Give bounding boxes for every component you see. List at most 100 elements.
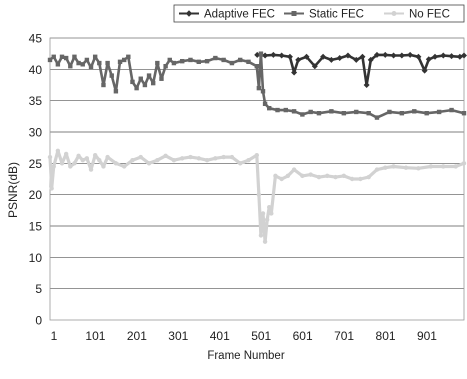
legend-marker xyxy=(391,11,397,16)
data-point xyxy=(76,60,81,66)
data-point xyxy=(63,55,69,61)
data-point xyxy=(130,79,135,85)
data-point xyxy=(47,154,53,160)
data-point xyxy=(92,54,98,59)
data-point xyxy=(341,111,347,116)
data-point xyxy=(105,154,110,160)
data-point xyxy=(412,109,417,114)
data-point xyxy=(267,105,272,111)
x-tick-label: 101 xyxy=(85,329,105,343)
y-tick-label: 25 xyxy=(29,157,43,171)
y-tick-labels: 0 5 10 15 20 25 30 35 40 45 xyxy=(29,32,43,328)
x-tick-label: 801 xyxy=(376,329,396,343)
y-tick-label: 10 xyxy=(29,251,43,265)
data-point xyxy=(163,64,168,69)
data-point xyxy=(204,58,210,64)
data-point xyxy=(366,111,371,116)
data-point xyxy=(213,55,218,61)
data-point xyxy=(349,176,355,182)
data-point xyxy=(269,211,274,216)
data-point xyxy=(329,109,334,114)
data-point xyxy=(68,64,73,69)
y-tick-label: 5 xyxy=(35,282,42,296)
data-point xyxy=(286,53,293,60)
data-point xyxy=(84,57,90,63)
data-point xyxy=(461,111,467,116)
series-line xyxy=(257,53,465,87)
data-point xyxy=(333,174,338,180)
data-point xyxy=(171,60,177,66)
data-point xyxy=(113,161,119,166)
y-tick-label: 35 xyxy=(29,94,43,108)
data-point xyxy=(256,85,262,91)
data-point xyxy=(63,151,69,157)
data-point xyxy=(138,76,143,81)
legend-marker xyxy=(185,10,193,17)
data-point xyxy=(291,109,297,114)
data-point xyxy=(260,211,266,216)
data-point xyxy=(316,174,322,180)
data-point xyxy=(270,51,277,58)
data-point xyxy=(428,164,434,169)
data-point xyxy=(80,158,85,163)
data-point xyxy=(126,54,131,59)
data-point xyxy=(260,89,266,94)
data-point xyxy=(359,53,366,60)
data-point xyxy=(363,82,370,88)
data-point xyxy=(320,53,327,60)
data-point xyxy=(262,101,268,106)
data-point xyxy=(238,161,243,166)
data-point xyxy=(291,69,298,76)
y-tick-label: 15 xyxy=(29,220,43,234)
x-tick-label: 601 xyxy=(293,329,313,343)
legend-marker xyxy=(291,11,297,16)
data-point xyxy=(130,158,135,163)
y-tick-label: 40 xyxy=(29,63,43,77)
data-point xyxy=(113,89,119,94)
data-point xyxy=(155,158,160,163)
data-point xyxy=(353,56,360,63)
data-point xyxy=(256,192,262,197)
data-point xyxy=(88,167,94,172)
legend-label: Adaptive FEC xyxy=(204,9,275,21)
data-point xyxy=(311,63,318,70)
x-tick-label: 201 xyxy=(127,329,147,343)
data-point xyxy=(416,166,421,171)
series-adaptive-fec xyxy=(254,51,467,88)
data-point xyxy=(399,111,405,116)
data-point xyxy=(101,164,106,169)
data-point xyxy=(449,107,454,113)
data-point xyxy=(367,56,374,63)
data-point xyxy=(275,107,280,113)
data-point xyxy=(341,173,347,179)
data-point xyxy=(415,53,422,60)
data-point xyxy=(291,167,297,172)
data-point xyxy=(51,164,56,169)
data-point xyxy=(246,158,251,163)
data-point xyxy=(278,52,285,59)
data-point xyxy=(258,233,264,238)
legend-label: No FEC xyxy=(409,9,450,21)
data-point xyxy=(105,60,110,66)
data-point xyxy=(159,76,164,81)
y-tick-label: 0 xyxy=(35,314,42,328)
data-point xyxy=(59,161,65,166)
legend-frame xyxy=(173,4,465,23)
data-point xyxy=(300,173,305,179)
data-point xyxy=(213,156,218,161)
data-point xyxy=(179,156,185,161)
data-point xyxy=(328,56,335,63)
data-point xyxy=(344,52,351,59)
data-point xyxy=(336,55,343,62)
data-point xyxy=(262,239,268,244)
data-point xyxy=(303,53,310,60)
data-point xyxy=(229,60,235,66)
data-point xyxy=(254,51,261,58)
data-point xyxy=(382,51,389,58)
x-tick-label: 701 xyxy=(334,329,354,343)
series-line xyxy=(48,149,465,244)
data-point xyxy=(55,62,61,67)
series-layer xyxy=(47,51,467,244)
series-line xyxy=(49,52,465,119)
